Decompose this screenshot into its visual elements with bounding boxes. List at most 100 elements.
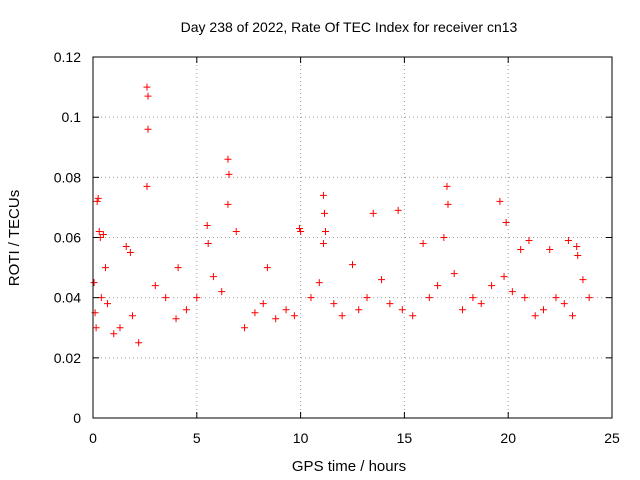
data-point <box>203 221 211 229</box>
data-point <box>369 209 377 217</box>
data-point <box>488 282 496 290</box>
data-point <box>251 309 259 317</box>
data-point <box>531 312 539 320</box>
data-point <box>585 294 593 302</box>
data-point <box>193 294 201 302</box>
data-point <box>232 227 240 235</box>
data-point <box>409 312 417 320</box>
data-point <box>363 294 371 302</box>
data-point <box>355 306 363 314</box>
x-tick-label: 5 <box>193 430 201 446</box>
data-point <box>477 300 485 308</box>
data-point <box>338 312 346 320</box>
x-tick-label: 10 <box>293 430 309 446</box>
data-point <box>496 197 504 205</box>
y-axis-ticks: 0 0.02 0.04 0.06 0.08 0.1 0.12 <box>54 49 612 426</box>
data-point <box>135 339 143 347</box>
data-point <box>425 294 433 302</box>
x-axis-label: GPS time / hours <box>292 458 406 475</box>
x-tick-label: 20 <box>500 430 516 446</box>
data-point <box>116 324 124 332</box>
y-tick-label: 0.08 <box>54 169 81 185</box>
data-point <box>525 237 533 245</box>
data-point <box>93 197 101 205</box>
chart-title: Day 238 of 2022, Rate Of TEC Index for r… <box>181 19 518 35</box>
y-tick-label: 0.04 <box>54 290 81 306</box>
data-point <box>290 312 298 320</box>
data-point <box>398 306 406 314</box>
data-point <box>204 240 212 248</box>
data-point <box>144 92 152 100</box>
data-point <box>144 125 152 133</box>
data-point <box>443 182 451 190</box>
data-point <box>122 243 130 251</box>
data-point <box>104 300 112 308</box>
data-point <box>574 252 582 260</box>
data-point <box>172 315 180 323</box>
data-point <box>573 243 581 251</box>
data-point <box>386 300 394 308</box>
data-point <box>151 282 159 290</box>
data-point <box>569 312 577 320</box>
data-point <box>378 276 386 284</box>
data-point <box>296 224 304 232</box>
data-point <box>90 279 98 287</box>
plot-frame <box>92 56 613 419</box>
data-point <box>224 200 232 208</box>
data-point <box>95 227 103 235</box>
data-point <box>143 83 151 91</box>
data-point <box>319 240 327 248</box>
data-point <box>434 282 442 290</box>
data-point <box>508 288 516 296</box>
data-point <box>174 264 182 272</box>
data-point <box>307 294 315 302</box>
y-tick-label: 0.1 <box>62 109 82 125</box>
data-point <box>440 234 448 241</box>
data-point <box>546 246 554 254</box>
data-point <box>143 182 151 190</box>
data-point <box>225 170 233 178</box>
data-point <box>162 294 170 302</box>
data-point <box>263 264 271 272</box>
y-axis-label: ROTI / TECUs <box>6 190 23 286</box>
data-point <box>564 237 572 245</box>
data-point <box>459 306 467 314</box>
x-tick-label: 0 <box>89 430 97 446</box>
data-point <box>444 200 452 208</box>
y-tick-label: 0.06 <box>54 230 81 246</box>
x-axis-ticks: 0 5 10 15 20 25 <box>89 57 620 446</box>
data-point <box>322 227 330 235</box>
data-point <box>224 155 232 163</box>
data-point <box>579 276 587 284</box>
y-tick-label: 0.02 <box>54 350 81 366</box>
data-point <box>315 279 323 287</box>
data-point <box>469 294 477 302</box>
data-point <box>282 306 290 314</box>
data-point <box>128 312 136 320</box>
grid-lines <box>93 57 612 418</box>
x-tick-label: 25 <box>604 430 620 446</box>
data-point <box>320 209 328 217</box>
data-point <box>539 306 547 314</box>
data-point <box>209 273 217 281</box>
data-points <box>90 83 593 347</box>
data-point <box>182 306 190 314</box>
y-tick-label: 0.12 <box>54 49 81 65</box>
data-point <box>517 246 525 254</box>
y-tick-label: 0 <box>73 410 81 426</box>
data-point <box>450 270 458 278</box>
data-point <box>349 261 356 269</box>
data-point <box>218 288 226 296</box>
data-point <box>419 240 427 248</box>
data-point <box>500 273 508 281</box>
data-point <box>394 206 402 214</box>
data-point <box>241 324 249 332</box>
data-point <box>297 227 305 235</box>
data-point <box>101 264 109 272</box>
data-point <box>126 249 134 257</box>
data-point <box>94 194 102 202</box>
data-point <box>330 300 338 308</box>
data-point <box>110 330 118 338</box>
data-point <box>560 300 568 308</box>
